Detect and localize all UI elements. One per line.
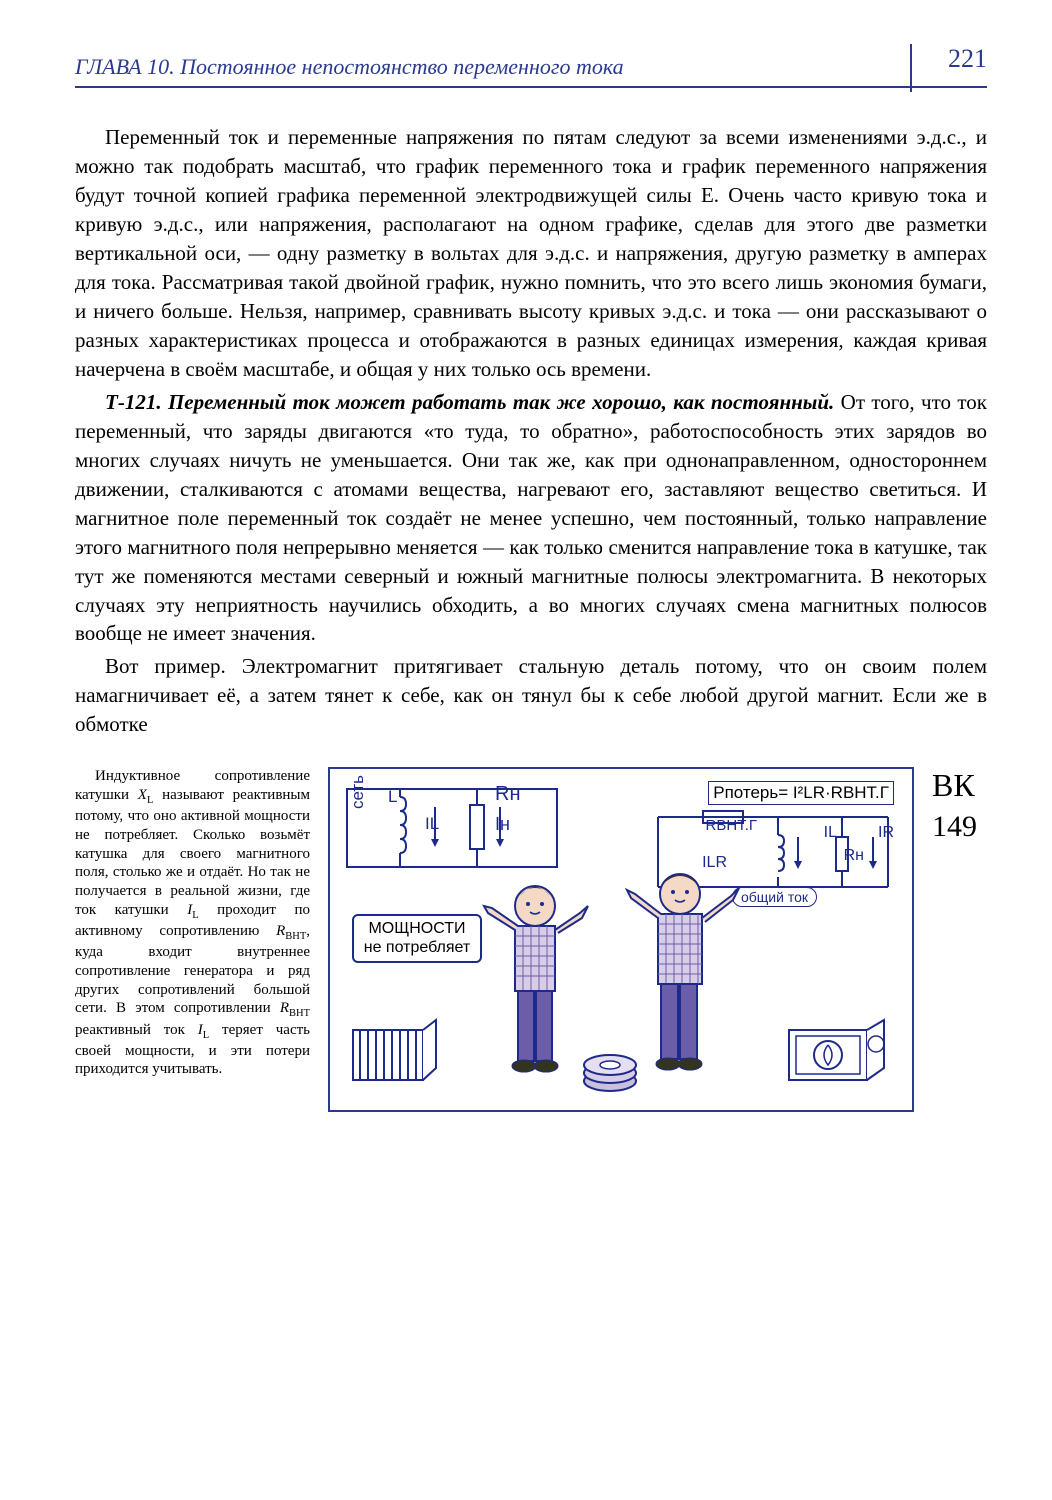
person-right-icon	[625, 868, 755, 1098]
page-header: ГЛАВА 10. Постоянное непостоянство перем…	[75, 50, 987, 88]
paragraph-3: Вот пример. Электромагнит притягивает ст…	[75, 652, 987, 739]
figure: сеть L IL Iн Rн Pпотерь= I²LR·RВНТ.Г	[328, 767, 914, 1112]
header-divider	[910, 44, 912, 92]
label-set: сеть	[348, 775, 368, 809]
label-formula: Pпотерь= I²LR·RВНТ.Г	[708, 781, 894, 805]
label-L: L	[388, 787, 397, 807]
var-R2-sub: ВНТ	[289, 1008, 310, 1019]
sign-line1: МОЩНОСТИ	[362, 920, 472, 938]
side-BK: ВК	[932, 767, 987, 804]
label-RVNT: RВНТ.Г	[706, 817, 757, 834]
caption-part: реактивный ток	[75, 1022, 198, 1038]
coil-icon	[580, 1043, 640, 1098]
paragraph-2: Т-121. Переменный ток может работать так…	[75, 388, 987, 649]
lower-section: Индуктивное сопротивление катушки XL наз…	[75, 767, 987, 1112]
label-RH2: Rн	[844, 847, 864, 865]
label-IH: Iн	[495, 814, 510, 835]
equipment-right-icon	[784, 1018, 894, 1098]
label-RH: Rн	[495, 783, 521, 806]
var-R: R	[276, 923, 285, 939]
page-number: 221	[917, 44, 987, 74]
sign-line2: не потребляет	[362, 939, 472, 957]
var-R2: R	[280, 1000, 289, 1016]
body-text: Переменный ток и переменные напряжения п…	[75, 123, 987, 739]
label-IL-left: IL	[425, 814, 439, 834]
label-IL-right: IL	[824, 824, 837, 842]
side-labels: ВК 149	[932, 767, 987, 844]
var-R-sub: ВНТ	[285, 931, 306, 942]
sign-no-power: МОЩНОСТИ не потребляет	[352, 914, 482, 963]
paragraph-2-heading: Т-121. Переменный ток может работать так…	[105, 390, 834, 414]
paragraph-1: Переменный ток и переменные напряжения п…	[75, 123, 987, 384]
label-IR: IR	[878, 824, 894, 842]
chapter-title: ГЛАВА 10. Постоянное непостоянство перем…	[75, 54, 917, 80]
side-number: 149	[932, 810, 987, 844]
figure-caption: Индуктивное сопротивление катушки XL наз…	[75, 767, 310, 1079]
paragraph-2-body: От того, что ток переменный, что заряды …	[75, 390, 987, 646]
var-XL: X	[138, 787, 147, 803]
circuit-left	[345, 787, 570, 882]
equipment-left-icon	[348, 1018, 443, 1098]
caption-part: называют реактивным потому, что оно акти…	[75, 787, 310, 918]
